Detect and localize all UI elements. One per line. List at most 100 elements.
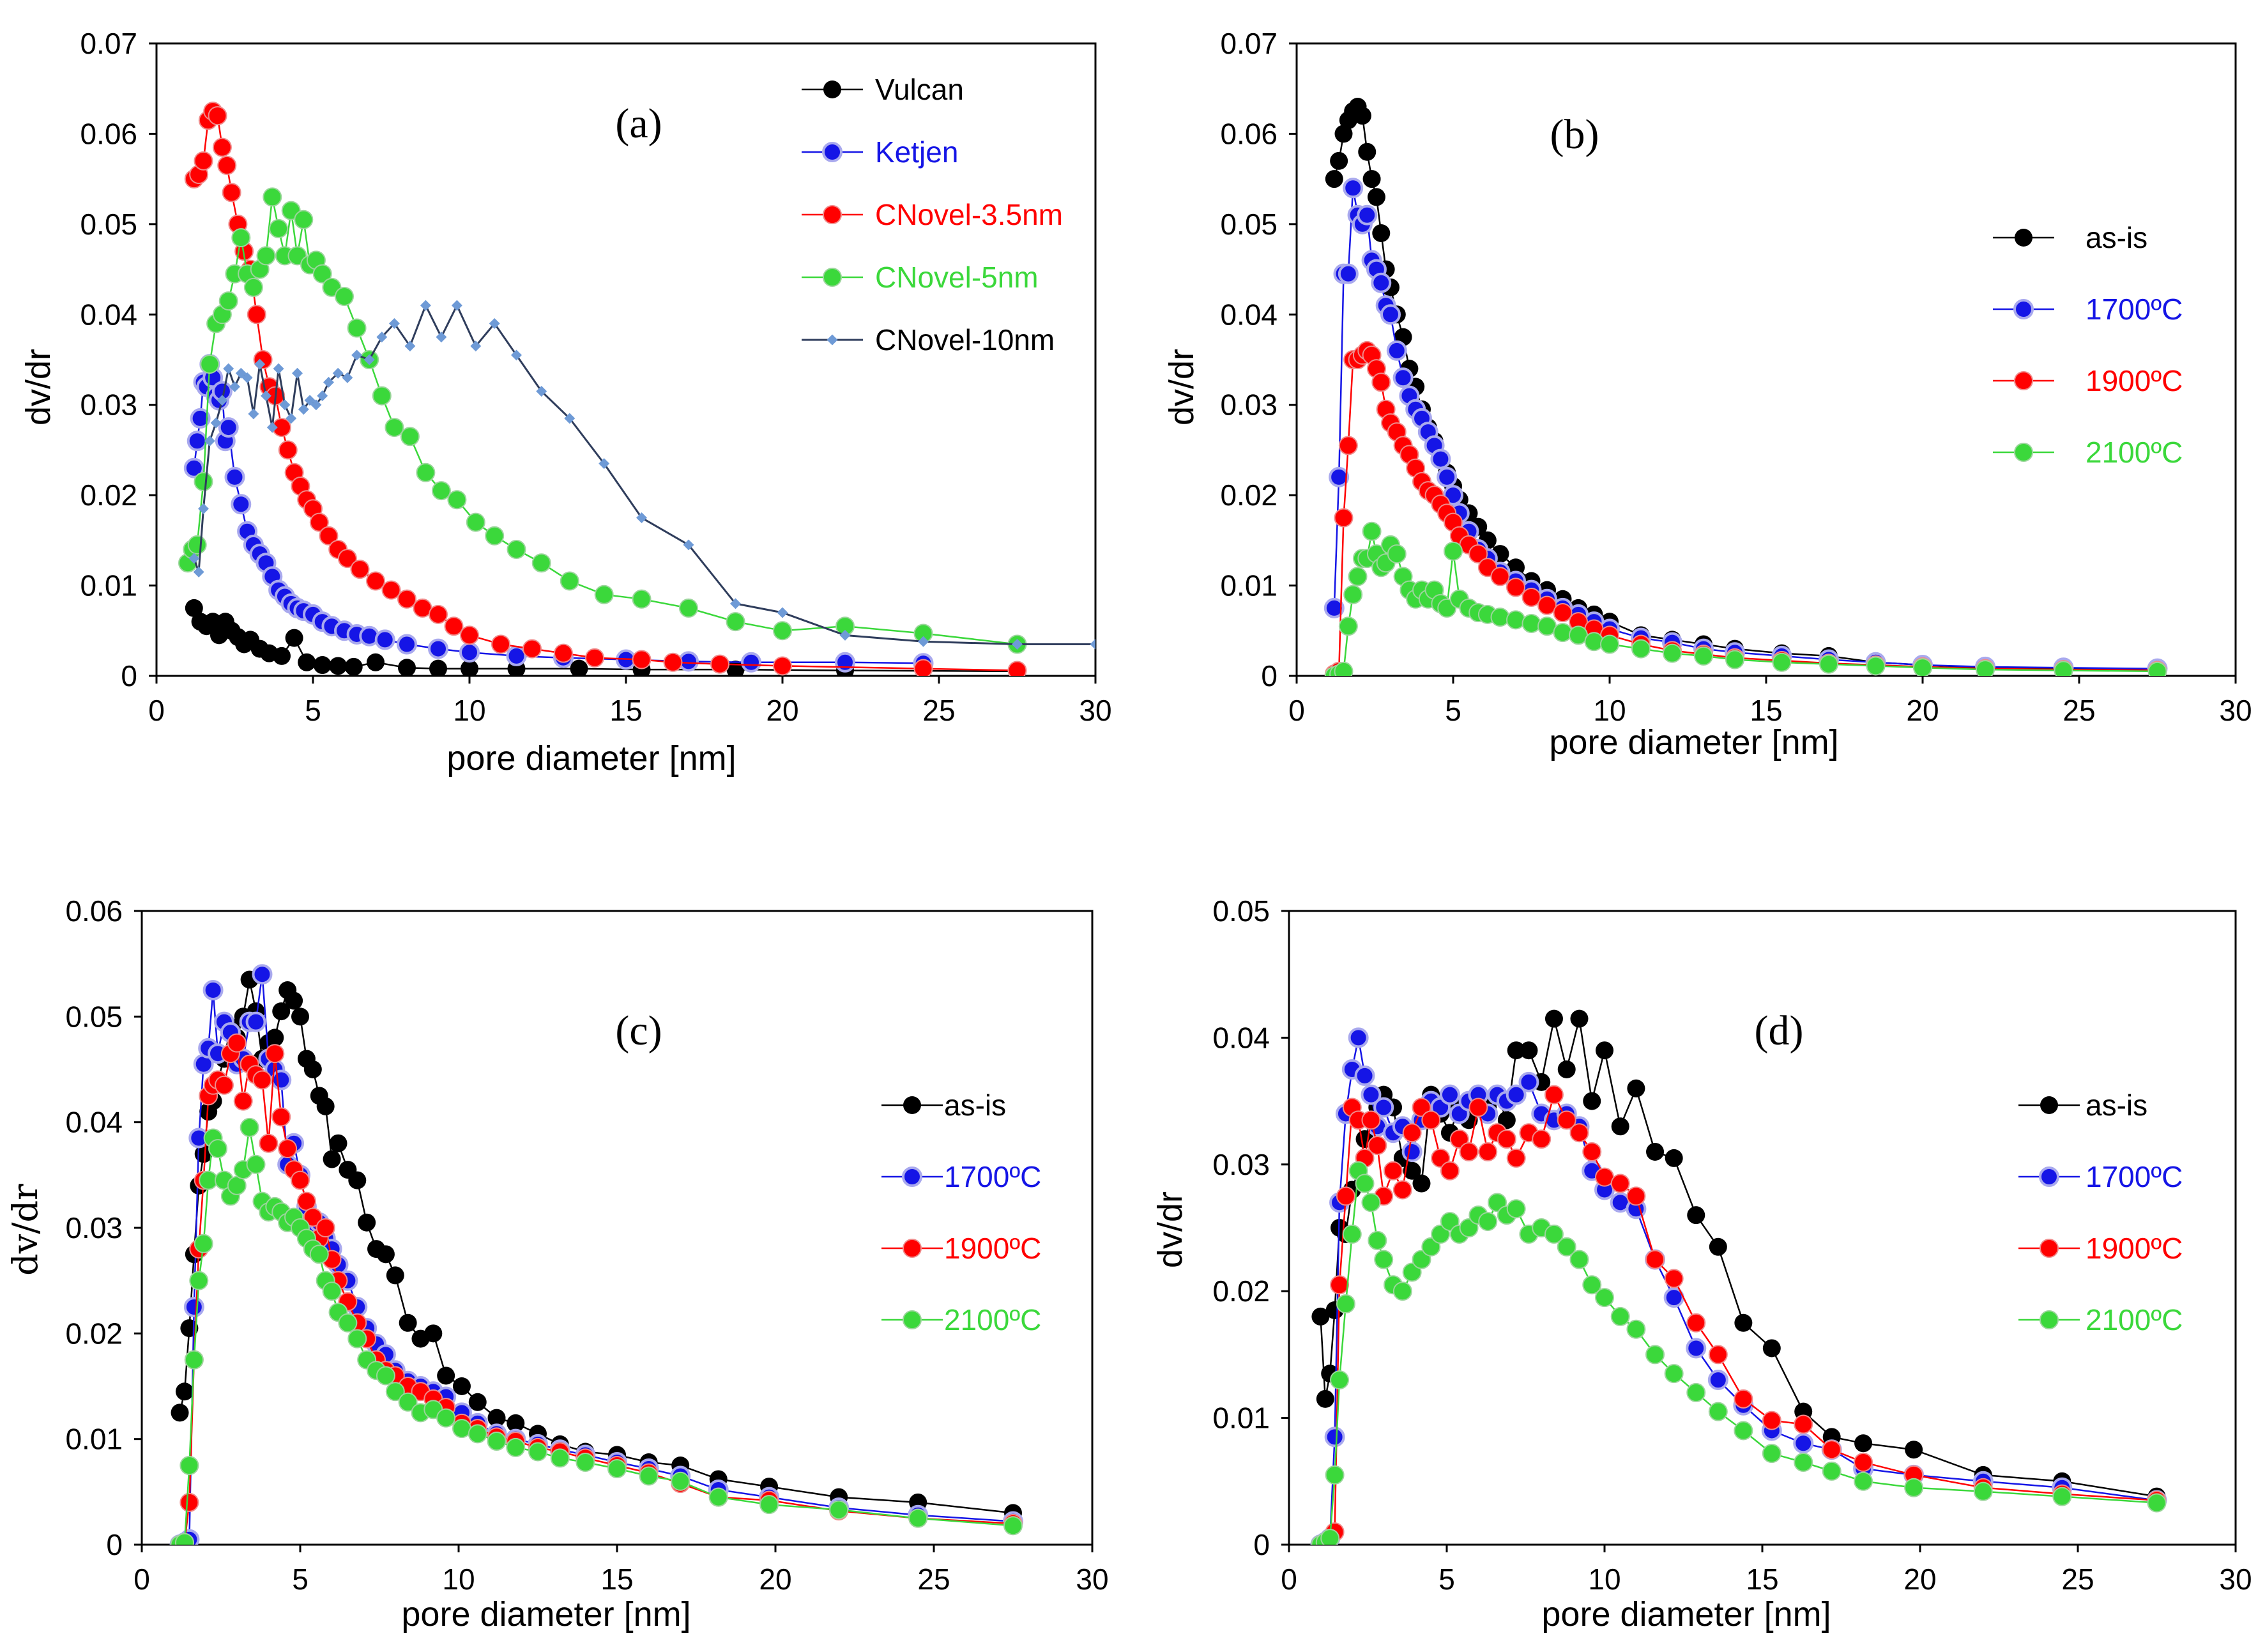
panel-a-series-3-point: [335, 287, 354, 306]
panel-d-series-3-point: [1664, 1364, 1684, 1384]
panel-a-y-tick-label: 0.06: [80, 117, 137, 150]
panel-b-y-tick-label: 0.02: [1220, 478, 1277, 512]
panel-d-series-3-point: [1431, 1224, 1451, 1244]
panel-a-series-3-point: [531, 553, 551, 573]
panel-a-series-4-point: [317, 390, 328, 402]
panel-d-series-3-point: [1402, 1262, 1422, 1282]
panel-b-x-tick-label: 30: [2219, 694, 2252, 727]
panel-a-series-2-point: [585, 648, 604, 668]
panel-c-series-0-point: [285, 991, 303, 1010]
panel-d-legend-label-3: 2100ºC: [2086, 1303, 2183, 1336]
panel-a-series-1-point: [187, 431, 208, 452]
panel-d-series-2-point: [1440, 1161, 1460, 1181]
panel-a-series-0-point: [570, 659, 588, 676]
panel-d-series-2-point: [1361, 1110, 1381, 1130]
panel-d-legend-marker-1: [2039, 1166, 2059, 1187]
panel-b-series-0-point: [1334, 125, 1353, 143]
panel-c-series-3-point: [179, 1456, 199, 1475]
panel-a-series-3-point: [269, 218, 289, 238]
panel-a-series-4-point: [470, 340, 482, 352]
panel-c-series-3-point: [1003, 1516, 1023, 1536]
panel-d-series-3-point: [1421, 1237, 1441, 1257]
panel-a-series-group: [178, 102, 1095, 676]
panel-a-series-3-point: [560, 571, 579, 591]
panel-d-y-tick-label: 0.03: [1212, 1148, 1270, 1181]
panel-d-series-2-point: [1384, 1161, 1403, 1181]
panel-b-series-3-point: [1362, 521, 1382, 541]
panel-a-tag: (a): [615, 100, 662, 147]
panel-d-x-tick-label: 30: [2219, 1563, 2252, 1596]
panel-c-y-tick-label: 0.05: [65, 1000, 123, 1033]
panel-d-series-2-point: [1368, 1136, 1387, 1156]
panel-d-y-tick-label: 0.05: [1212, 894, 1270, 928]
panel-d-series-1-point: [1348, 1027, 1369, 1048]
panel-a-series-3-point: [385, 418, 404, 438]
panel-d-series-2-point: [1645, 1250, 1665, 1269]
panel-c-x-tick-label: 0: [133, 1563, 150, 1596]
panel-d-series-1-point: [1354, 1065, 1375, 1086]
panel-a-series-4-point: [292, 367, 303, 379]
panel-a-series-1-point: [190, 408, 211, 429]
panel-d-series-1-point: [1506, 1084, 1527, 1105]
panel-c-series-0-point: [303, 1060, 322, 1078]
panel-d: 0 5 10 15 20 25 30 0 0.01 0.02 0.03 0.04 0.05 (d) po…: [1151, 894, 2252, 1633]
panel-d-series-2-point: [1421, 1110, 1441, 1130]
panel-b-legend-marker-3: [2014, 443, 2033, 462]
panel-a-series-4-point: [298, 404, 309, 415]
panel-c-series-0-point: [424, 1324, 443, 1343]
panel-d-series-3-point: [1368, 1230, 1387, 1250]
panel-b-series-3-point: [1819, 654, 1838, 674]
panel-b-series-3-point: [1772, 652, 1792, 672]
panel-d-series-2-point: [1569, 1123, 1589, 1143]
panel-d-legend-label-0: as-is: [2086, 1089, 2147, 1122]
panel-d-series-2-point: [1478, 1142, 1498, 1161]
panel-b-series-0-point: [1367, 188, 1385, 206]
panel-d-series-2-point: [1582, 1142, 1602, 1161]
panel-a-series-4-point: [436, 332, 447, 343]
panel-c-y-tick-label: 0: [106, 1528, 123, 1561]
panel-c-series-0-point: [175, 1382, 194, 1401]
panel-a-series-4-point: [261, 390, 271, 402]
panel-b-series-2-point: [1506, 577, 1525, 597]
panel-a-series-2-point: [194, 151, 213, 171]
panel-a-series-4-point: [310, 399, 322, 411]
panel-a-series-4-point: [683, 539, 694, 551]
panel-b-series-2-point: [1371, 372, 1391, 392]
panel-b-series-3-point: [1338, 616, 1358, 636]
panel-a-series-4-point: [363, 354, 375, 365]
panel-b-x-tick-label: 15: [1750, 694, 1782, 727]
panel-c: 0 5 10 15 20 25 30 0 0.01 0.02 0.03 0.04 0.05 0.06 (c…: [5, 894, 1109, 1633]
panel-d-series-3-point: [2052, 1487, 2072, 1506]
panel-d-series-3-point: [1708, 1402, 1728, 1421]
panel-b-series-2-point: [1537, 595, 1557, 615]
panel-c-series-0-point: [437, 1366, 455, 1385]
panel-a-series-4-point: [188, 553, 200, 564]
panel-d-series-2-point: [1686, 1313, 1706, 1333]
panel-c-tag: (c): [615, 1007, 662, 1054]
panel-c-series-3-point: [347, 1329, 367, 1349]
panel-c-series-0-point: [386, 1266, 404, 1285]
panel-d-series-1-point: [1518, 1071, 1539, 1092]
panel-d-series-3-point: [1595, 1288, 1614, 1308]
panel-a: 0 5 10 15 20 25 30 0 0.01 0.02 0.03 0.04 0.05 0.06 0.0…: [19, 27, 1112, 777]
panel-d-series-3-point: [1610, 1306, 1630, 1326]
panel-b-x-tick-label: 25: [2063, 694, 2095, 727]
panel-d-y-tick-label: 0.02: [1212, 1274, 1270, 1308]
panel-a-series-0-point: [344, 657, 363, 676]
panel-d-series-2-point: [1532, 1129, 1552, 1149]
panel-a-series-3-point: [231, 228, 251, 248]
panel-a-series-3-point: [447, 490, 467, 510]
panel-c-legend: as-is 1700ºC 1900ºC 2100ºC: [881, 1089, 1041, 1336]
panel-d-series-1-point: [1686, 1338, 1707, 1359]
panel-c-series-3-point: [550, 1448, 570, 1468]
panel-d-series-3-point: [1336, 1294, 1355, 1314]
panel-a-series-4-point: [193, 566, 204, 577]
panel-a-series-4-point: [536, 386, 547, 397]
panel-c-series-3-point: [338, 1313, 358, 1333]
panel-d-series-3-point: [1478, 1212, 1498, 1232]
panel-b-legend: as-is 1700ºC 1900ºC 2100ºC: [1993, 221, 2183, 469]
panel-c-series-0-point: [507, 1414, 525, 1432]
panel-c-series-0-point: [171, 1403, 189, 1422]
panel-a-legend-marker-3: [823, 268, 842, 287]
panel-d-series-3-point: [1325, 1465, 1345, 1485]
